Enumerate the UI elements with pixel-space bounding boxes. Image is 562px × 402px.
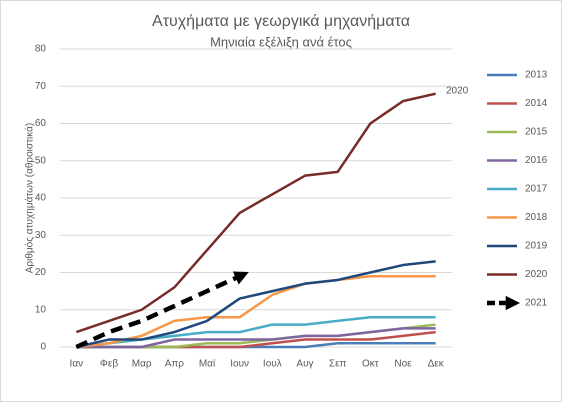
x-tick-label: Ιουν bbox=[230, 359, 249, 370]
legend-label: 2014 bbox=[525, 98, 548, 109]
x-tick-label: Μαϊ bbox=[199, 359, 216, 370]
x-tick-label: Αυγ bbox=[296, 359, 313, 370]
x-tick-label: Οκτ bbox=[362, 359, 379, 370]
legend-label: 2020 bbox=[525, 269, 548, 280]
series-line bbox=[75, 271, 249, 350]
series-line bbox=[76, 274, 436, 349]
y-tick-label: 40 bbox=[35, 193, 47, 204]
legend-label: 2016 bbox=[525, 155, 548, 166]
x-tick-label: Ιαν bbox=[70, 359, 84, 370]
series-line bbox=[76, 327, 436, 349]
legend-label: 2019 bbox=[525, 241, 548, 252]
legend-label: 2018 bbox=[525, 212, 548, 223]
legend-label: 2021 bbox=[525, 298, 548, 309]
y-tick-label: 60 bbox=[35, 118, 47, 129]
chart-title: Ατυχήματα με γεωργικά μηχανήματα bbox=[152, 13, 410, 30]
x-tick-label: Νοε bbox=[394, 359, 412, 370]
x-tick-label: Ιουλ bbox=[263, 359, 282, 370]
y-tick-label: 10 bbox=[35, 304, 47, 315]
y-tick-label: 0 bbox=[40, 342, 46, 353]
x-tick-label: Απρ bbox=[165, 359, 185, 370]
y-tick-label: 70 bbox=[35, 81, 47, 92]
x-tick-label: Δεκ bbox=[428, 359, 445, 370]
y-tick-label: 80 bbox=[35, 44, 47, 55]
legend-label: 2015 bbox=[525, 127, 548, 138]
y-tick-label: 30 bbox=[35, 230, 47, 241]
y-axis-label: Αριθμός ατυχημάτων (αθροιστικά) bbox=[24, 123, 36, 274]
annotation: 2020 bbox=[446, 85, 469, 96]
legend-label: 2017 bbox=[525, 184, 548, 195]
y-tick-label: 20 bbox=[35, 267, 47, 278]
x-tick-label: Σεπ bbox=[329, 359, 347, 370]
legend-label: 2013 bbox=[525, 70, 548, 81]
series-line bbox=[75, 92, 436, 334]
chart-subtitle: Μηνιαία εξέλιξη ανά έτος bbox=[210, 34, 352, 49]
series-line bbox=[76, 260, 436, 349]
x-tick-label: Μαρ bbox=[132, 359, 152, 370]
y-tick-label: 50 bbox=[35, 155, 47, 166]
x-tick-label: Φεβ bbox=[100, 359, 118, 370]
